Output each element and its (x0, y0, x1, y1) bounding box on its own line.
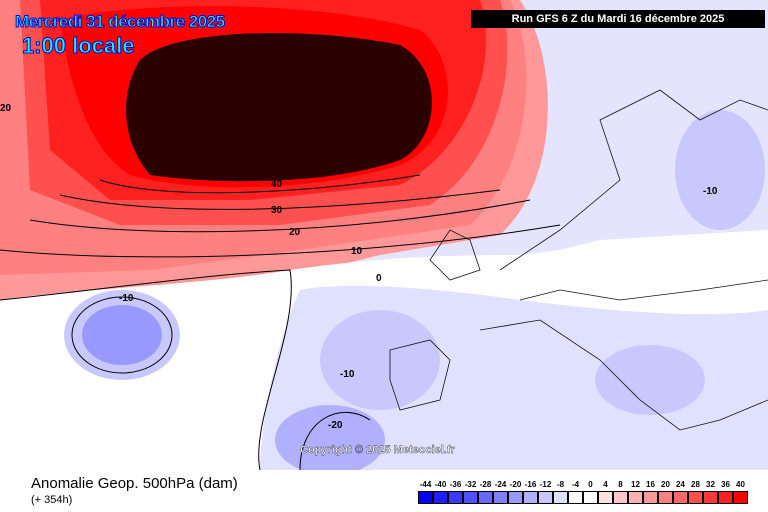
legend-swatch (418, 491, 433, 504)
legend-swatch (523, 491, 538, 504)
legend-label: 36 (721, 480, 730, 489)
contour-label: 20 (0, 103, 12, 114)
legend-swatch (643, 491, 658, 504)
legend-label: -40 (434, 480, 447, 489)
legend-swatch (478, 491, 493, 504)
legend-swatch (673, 491, 688, 504)
contour-label: 40 (271, 179, 283, 190)
zone-max (126, 33, 432, 182)
contour-label: 20 (289, 227, 301, 238)
legend-swatch (658, 491, 673, 504)
contour-label: 30 (271, 205, 283, 216)
contour-label: 10 (351, 246, 363, 257)
legend-label: 32 (706, 480, 715, 489)
run-info: Run GFS 6 Z du Mardi 16 décembre 2025 (471, 10, 765, 28)
legend-label: -44 (419, 480, 432, 489)
legend-label: 4 (603, 480, 608, 489)
forecast-date: Mercredi 31 décembre 2025 (15, 12, 226, 32)
legend-label: -28 (479, 480, 492, 489)
legend-label: 40 (736, 480, 745, 489)
legend-swatch (688, 491, 703, 504)
legend-label: -8 (556, 480, 565, 489)
legend-label: 0 (588, 480, 593, 489)
legend-label: -36 (449, 480, 462, 489)
legend-swatch (703, 491, 718, 504)
legend-swatch (538, 491, 553, 504)
legend-label: 24 (676, 480, 685, 489)
legend-label: -16 (524, 480, 537, 489)
legend-swatch (628, 491, 643, 504)
legend-label: 8 (618, 480, 623, 489)
legend-swatch (463, 491, 478, 504)
forecast-hour: 1:00 locale (22, 33, 136, 59)
legend-swatch (493, 491, 508, 504)
legend-label: -32 (464, 480, 477, 489)
contour-label: 0 (376, 273, 382, 284)
legend-label: -24 (494, 480, 507, 489)
legend-label: -20 (509, 480, 522, 489)
contour-label: -10 (119, 293, 134, 304)
legend-swatch (718, 491, 733, 504)
legend-swatch (508, 491, 523, 504)
legend-label: -12 (539, 480, 552, 489)
legend-swatch (598, 491, 613, 504)
legend-label: -4 (571, 480, 580, 489)
legend-swatch (733, 491, 748, 504)
contour-label: -10 (340, 369, 355, 380)
map-title: Anomalie Geop. 500hPa (dam) (31, 475, 238, 492)
legend-label: 12 (631, 480, 640, 489)
legend-swatch (583, 491, 598, 504)
legend-swatch (568, 491, 583, 504)
forecast-lead: (+ 354h) (31, 494, 73, 506)
anomaly-map (0, 0, 768, 470)
legend-label: 28 (691, 480, 700, 489)
legend-swatch (433, 491, 448, 504)
legend-label: 16 (646, 480, 655, 489)
contour-label: -20 (328, 420, 343, 431)
legend-label: 20 (661, 480, 670, 489)
copyright: Copyright © 2025 Meteociel.fr (300, 444, 455, 456)
legend-swatch (613, 491, 628, 504)
contour-label: -10 (703, 186, 718, 197)
legend-swatch (448, 491, 463, 504)
legend-swatch (553, 491, 568, 504)
